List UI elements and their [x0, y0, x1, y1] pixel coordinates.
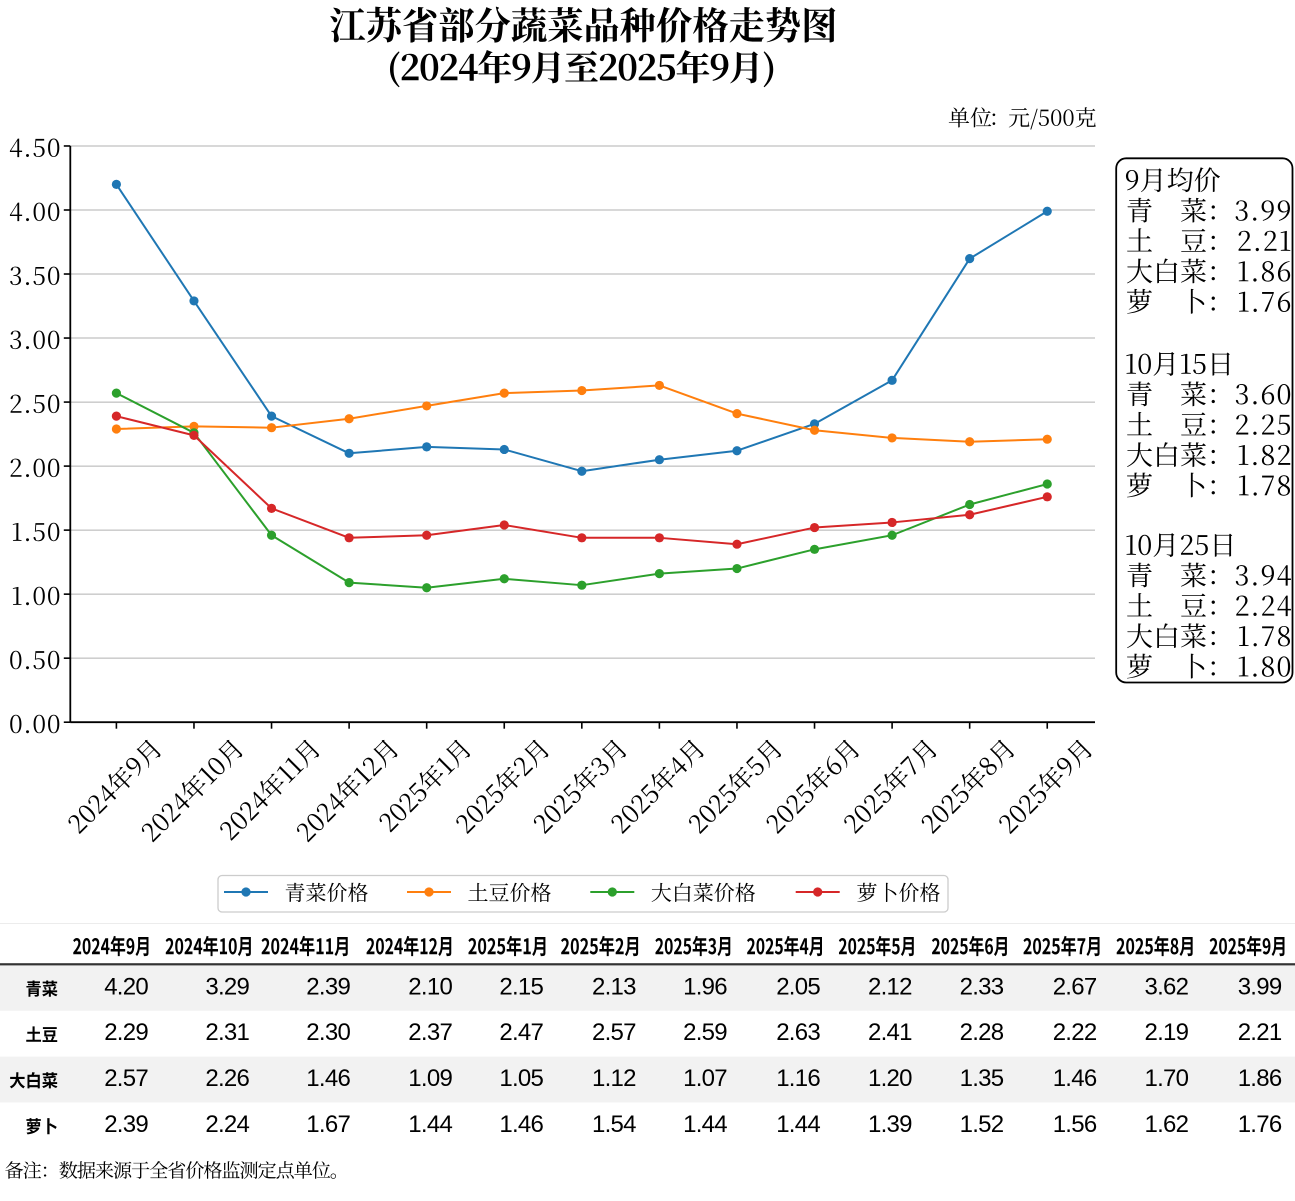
svg-text:1.46: 1.46: [306, 1065, 351, 1092]
svg-text:1.52: 1.52: [960, 1111, 1005, 1138]
svg-text:2.10: 2.10: [408, 973, 453, 1000]
svg-text:2.31: 2.31: [205, 1019, 250, 1046]
svg-text:1.16: 1.16: [776, 1065, 821, 1092]
svg-text:2.47: 2.47: [499, 1019, 544, 1046]
svg-text:2.37: 2.37: [408, 1019, 453, 1046]
svg-text:3.62: 3.62: [1145, 973, 1190, 1000]
svg-text:1.46: 1.46: [499, 1111, 544, 1138]
svg-text:1.39: 1.39: [868, 1111, 913, 1138]
svg-text:2.41: 2.41: [868, 1019, 913, 1046]
svg-text:1.56: 1.56: [1053, 1111, 1098, 1138]
svg-text:1.76: 1.76: [1238, 1111, 1283, 1138]
svg-text:2.67: 2.67: [1053, 973, 1098, 1000]
svg-text:2.39: 2.39: [306, 973, 351, 1000]
svg-text:1.67: 1.67: [306, 1111, 351, 1138]
svg-text:2.12: 2.12: [868, 973, 913, 1000]
svg-text:2.29: 2.29: [104, 1019, 149, 1046]
svg-text:1.54: 1.54: [592, 1111, 637, 1138]
svg-text:2.21: 2.21: [1238, 1019, 1283, 1046]
svg-text:2.19: 2.19: [1145, 1019, 1190, 1046]
svg-text:2.63: 2.63: [776, 1019, 821, 1046]
svg-text:4.20: 4.20: [104, 973, 149, 1000]
svg-text:2.33: 2.33: [960, 973, 1005, 1000]
svg-text:1.44: 1.44: [776, 1111, 821, 1138]
svg-text:2.05: 2.05: [776, 973, 821, 1000]
svg-text:1.46: 1.46: [1053, 1065, 1098, 1092]
svg-text:2.57: 2.57: [104, 1065, 149, 1092]
svg-text:1.86: 1.86: [1238, 1065, 1283, 1092]
svg-text:2.30: 2.30: [306, 1019, 351, 1046]
svg-text:2.22: 2.22: [1053, 1019, 1098, 1046]
svg-text:1.05: 1.05: [499, 1065, 544, 1092]
svg-text:1.09: 1.09: [408, 1065, 453, 1092]
svg-text:1.44: 1.44: [408, 1111, 453, 1138]
svg-text:1.44: 1.44: [683, 1111, 728, 1138]
svg-text:1.70: 1.70: [1145, 1065, 1190, 1092]
svg-text:2.13: 2.13: [592, 973, 637, 1000]
svg-text:2.59: 2.59: [683, 1019, 728, 1046]
svg-text:1.12: 1.12: [592, 1065, 637, 1092]
svg-text:2.24: 2.24: [205, 1111, 250, 1138]
svg-text:1.07: 1.07: [683, 1065, 728, 1092]
svg-text:1.20: 1.20: [868, 1065, 913, 1092]
svg-text:3.29: 3.29: [205, 973, 250, 1000]
svg-text:2.57: 2.57: [592, 1019, 637, 1046]
svg-text:3.99: 3.99: [1238, 973, 1283, 1000]
svg-text:1.62: 1.62: [1145, 1111, 1190, 1138]
svg-text:2.28: 2.28: [960, 1019, 1005, 1046]
svg-text:1.96: 1.96: [683, 973, 728, 1000]
svg-text:1.35: 1.35: [960, 1065, 1005, 1092]
svg-text:2.15: 2.15: [499, 973, 544, 1000]
svg-text:2.39: 2.39: [104, 1111, 149, 1138]
svg-text:2.26: 2.26: [205, 1065, 250, 1092]
